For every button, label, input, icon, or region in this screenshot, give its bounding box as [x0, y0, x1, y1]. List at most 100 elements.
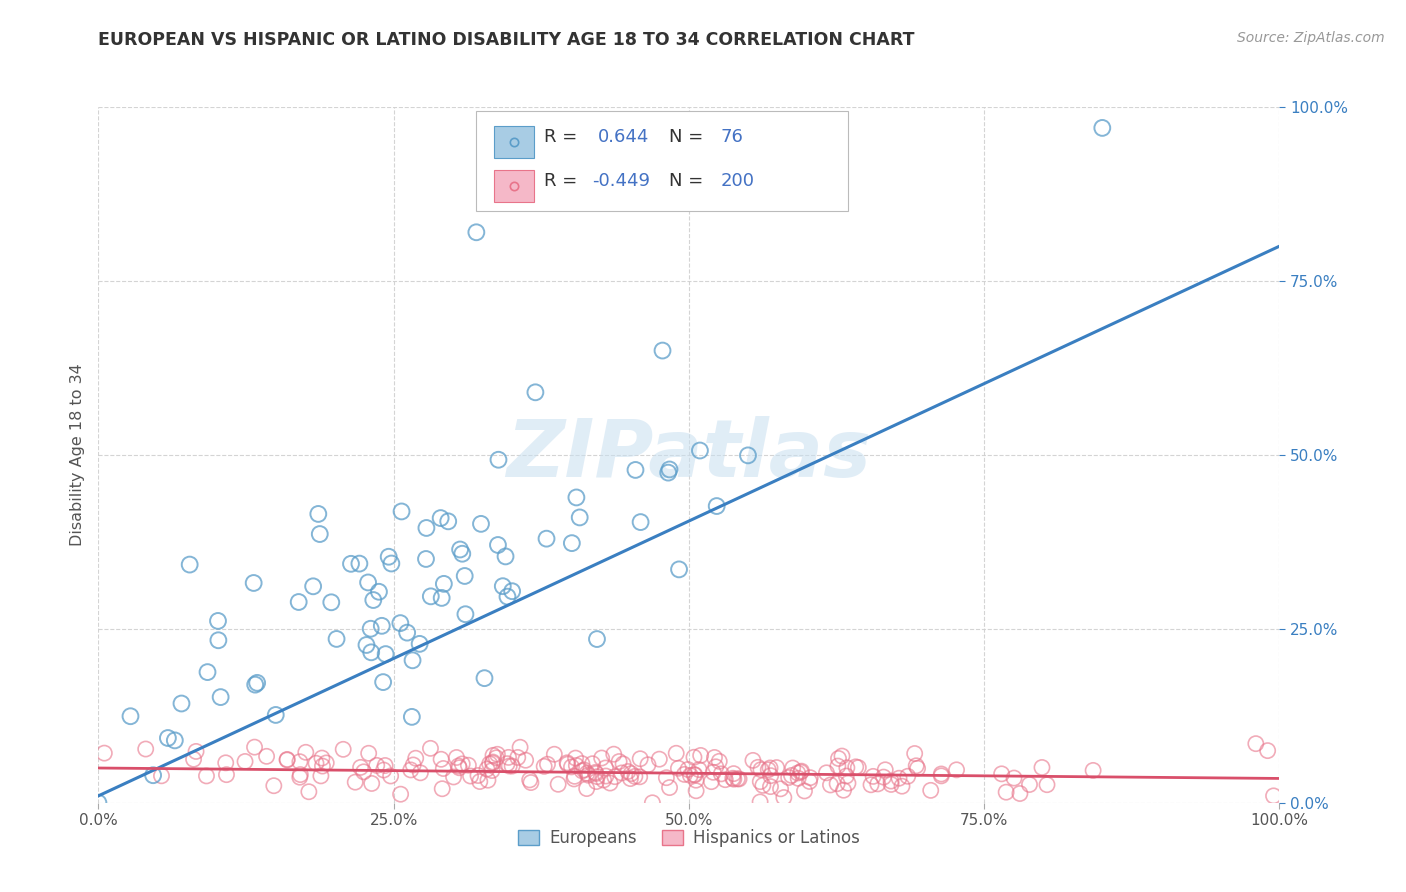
Point — [520, 775, 543, 789]
Point — [799, 774, 821, 789]
Text: -0.449: -0.449 — [592, 171, 650, 190]
Point — [564, 751, 586, 765]
Point — [1244, 737, 1267, 751]
Point — [368, 584, 391, 599]
Point — [628, 770, 651, 784]
Point — [309, 769, 332, 783]
Point — [576, 766, 599, 780]
Point — [371, 619, 394, 633]
Point — [492, 579, 515, 593]
Point — [356, 638, 378, 652]
Point — [651, 343, 673, 358]
Point — [454, 569, 477, 583]
Point — [536, 757, 558, 772]
Text: 200: 200 — [721, 171, 755, 190]
Point — [349, 760, 371, 774]
Point — [409, 765, 432, 780]
Point — [679, 768, 702, 782]
Point — [449, 542, 471, 557]
Point — [799, 771, 821, 785]
Point — [845, 760, 868, 774]
Point — [759, 769, 782, 783]
Point — [287, 595, 309, 609]
Point — [685, 784, 707, 798]
Point — [332, 742, 354, 756]
Point — [591, 751, 613, 765]
Point — [486, 538, 509, 552]
Point — [374, 647, 396, 661]
Point — [501, 759, 523, 773]
Point — [415, 552, 437, 566]
Point — [360, 645, 382, 659]
Point — [820, 778, 842, 792]
Point — [703, 750, 725, 764]
Point — [432, 762, 454, 776]
Point — [389, 787, 412, 801]
Point — [571, 756, 593, 771]
Point — [617, 764, 640, 779]
Point — [862, 769, 884, 783]
Point — [778, 771, 800, 785]
Point — [288, 770, 311, 784]
Point — [907, 761, 929, 775]
Point — [624, 769, 647, 783]
Point — [595, 769, 617, 783]
Point — [486, 747, 509, 762]
Text: N =: N = — [669, 128, 709, 145]
Point — [603, 747, 626, 762]
Point — [1002, 771, 1025, 785]
Point — [630, 515, 652, 529]
Point — [628, 752, 651, 766]
Point — [195, 769, 218, 783]
Point — [585, 766, 607, 780]
Point — [536, 532, 558, 546]
Point — [207, 633, 229, 648]
Point — [457, 758, 479, 772]
Point — [344, 775, 367, 789]
Point — [880, 774, 903, 789]
Point — [311, 759, 333, 773]
Point — [737, 449, 759, 463]
Point — [827, 759, 849, 773]
Point — [786, 766, 808, 780]
Point — [402, 758, 425, 772]
Point — [242, 576, 264, 591]
Legend: Europeans, Hispanics or Latinos: Europeans, Hispanics or Latinos — [510, 822, 868, 854]
Point — [749, 763, 772, 777]
Point — [515, 753, 537, 767]
Point — [565, 491, 588, 505]
Point — [197, 665, 219, 679]
Point — [454, 607, 477, 622]
Point — [446, 750, 468, 764]
Point — [519, 772, 541, 787]
Point — [389, 616, 412, 631]
Point — [396, 625, 419, 640]
Point — [557, 757, 579, 772]
Point — [1031, 760, 1053, 774]
Point — [562, 772, 585, 786]
Text: Source: ZipAtlas.com: Source: ZipAtlas.com — [1237, 31, 1385, 45]
Point — [583, 765, 606, 780]
Point — [488, 452, 510, 467]
Point — [233, 755, 256, 769]
Point — [683, 767, 706, 781]
Point — [929, 767, 952, 781]
Point — [759, 780, 782, 794]
Point — [485, 751, 508, 765]
Point — [832, 783, 855, 797]
Point — [467, 768, 489, 782]
Point — [87, 796, 110, 810]
Point — [706, 499, 728, 513]
Point — [887, 771, 910, 785]
Point — [1091, 120, 1114, 135]
Point — [474, 671, 496, 685]
FancyBboxPatch shape — [494, 169, 534, 202]
Point — [150, 769, 173, 783]
Point — [498, 750, 520, 764]
Point — [276, 753, 298, 767]
Point — [765, 761, 787, 775]
Point — [533, 759, 555, 773]
Point — [655, 771, 678, 785]
Point — [371, 675, 394, 690]
Point — [93, 746, 115, 760]
